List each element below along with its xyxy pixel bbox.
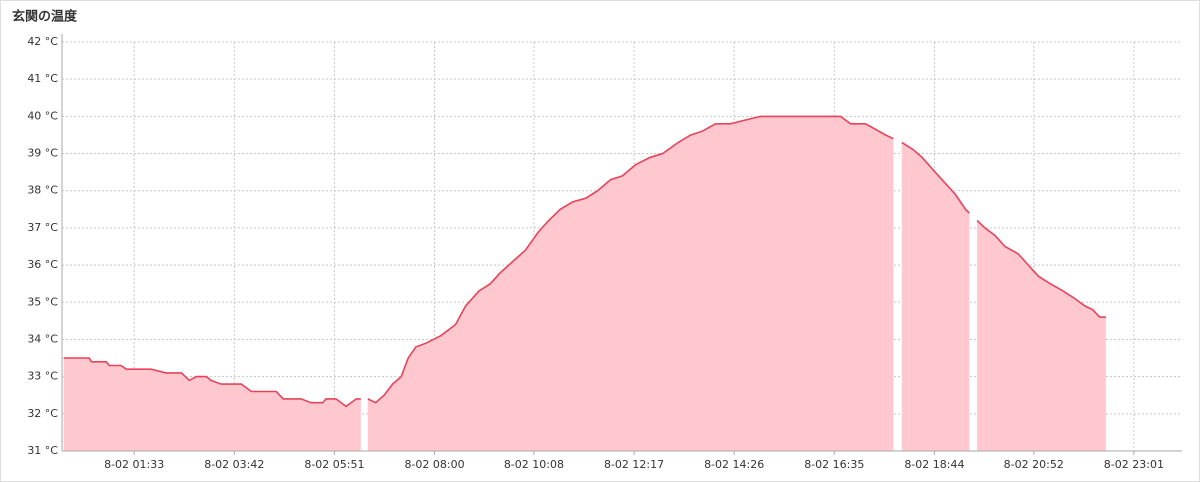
area-fill (977, 220, 1106, 451)
chart-title: 玄関の温度 (12, 9, 78, 25)
area-fill (367, 116, 894, 452)
x-tick-label: 8-02 10:08 (504, 458, 564, 471)
y-tick-label: 36 °C (27, 258, 58, 271)
x-tick-label: 8-02 16:35 (804, 458, 864, 471)
y-tick-label: 41 °C (27, 72, 58, 85)
y-tick-label: 35 °C (27, 295, 58, 308)
x-tick-label: 8-02 14:26 (704, 458, 764, 471)
x-tick-label: 8-02 18:44 (904, 458, 964, 471)
y-tick-label: 42 °C (27, 35, 58, 48)
y-tick-label: 37 °C (27, 221, 58, 234)
x-tick-label: 8-02 03:42 (204, 458, 264, 471)
x-tick-label: 8-02 20:52 (1004, 458, 1064, 471)
line (976, 219, 1106, 318)
area-fill (901, 142, 970, 451)
line (901, 141, 970, 214)
y-tick-label: 33 °C (27, 370, 58, 383)
y-tick-label: 40 °C (27, 109, 58, 122)
y-tick-label: 32 °C (27, 407, 58, 420)
y-tick-label: 39 °C (27, 147, 58, 160)
x-tick-label: 8-02 12:17 (604, 458, 664, 471)
x-tick-label: 8-02 08:00 (404, 458, 464, 471)
y-tick-label: 34 °C (27, 332, 58, 345)
line (63, 357, 361, 408)
area-fill (63, 358, 361, 451)
y-tick-label: 38 °C (27, 184, 58, 197)
line (367, 115, 894, 404)
x-tick-label: 8-02 01:33 (104, 458, 164, 471)
y-tick-label: 31 °C (27, 444, 58, 457)
x-tick-label: 8-02 05:51 (304, 458, 364, 471)
x-tick-label: 8-02 23:01 (1104, 458, 1164, 471)
